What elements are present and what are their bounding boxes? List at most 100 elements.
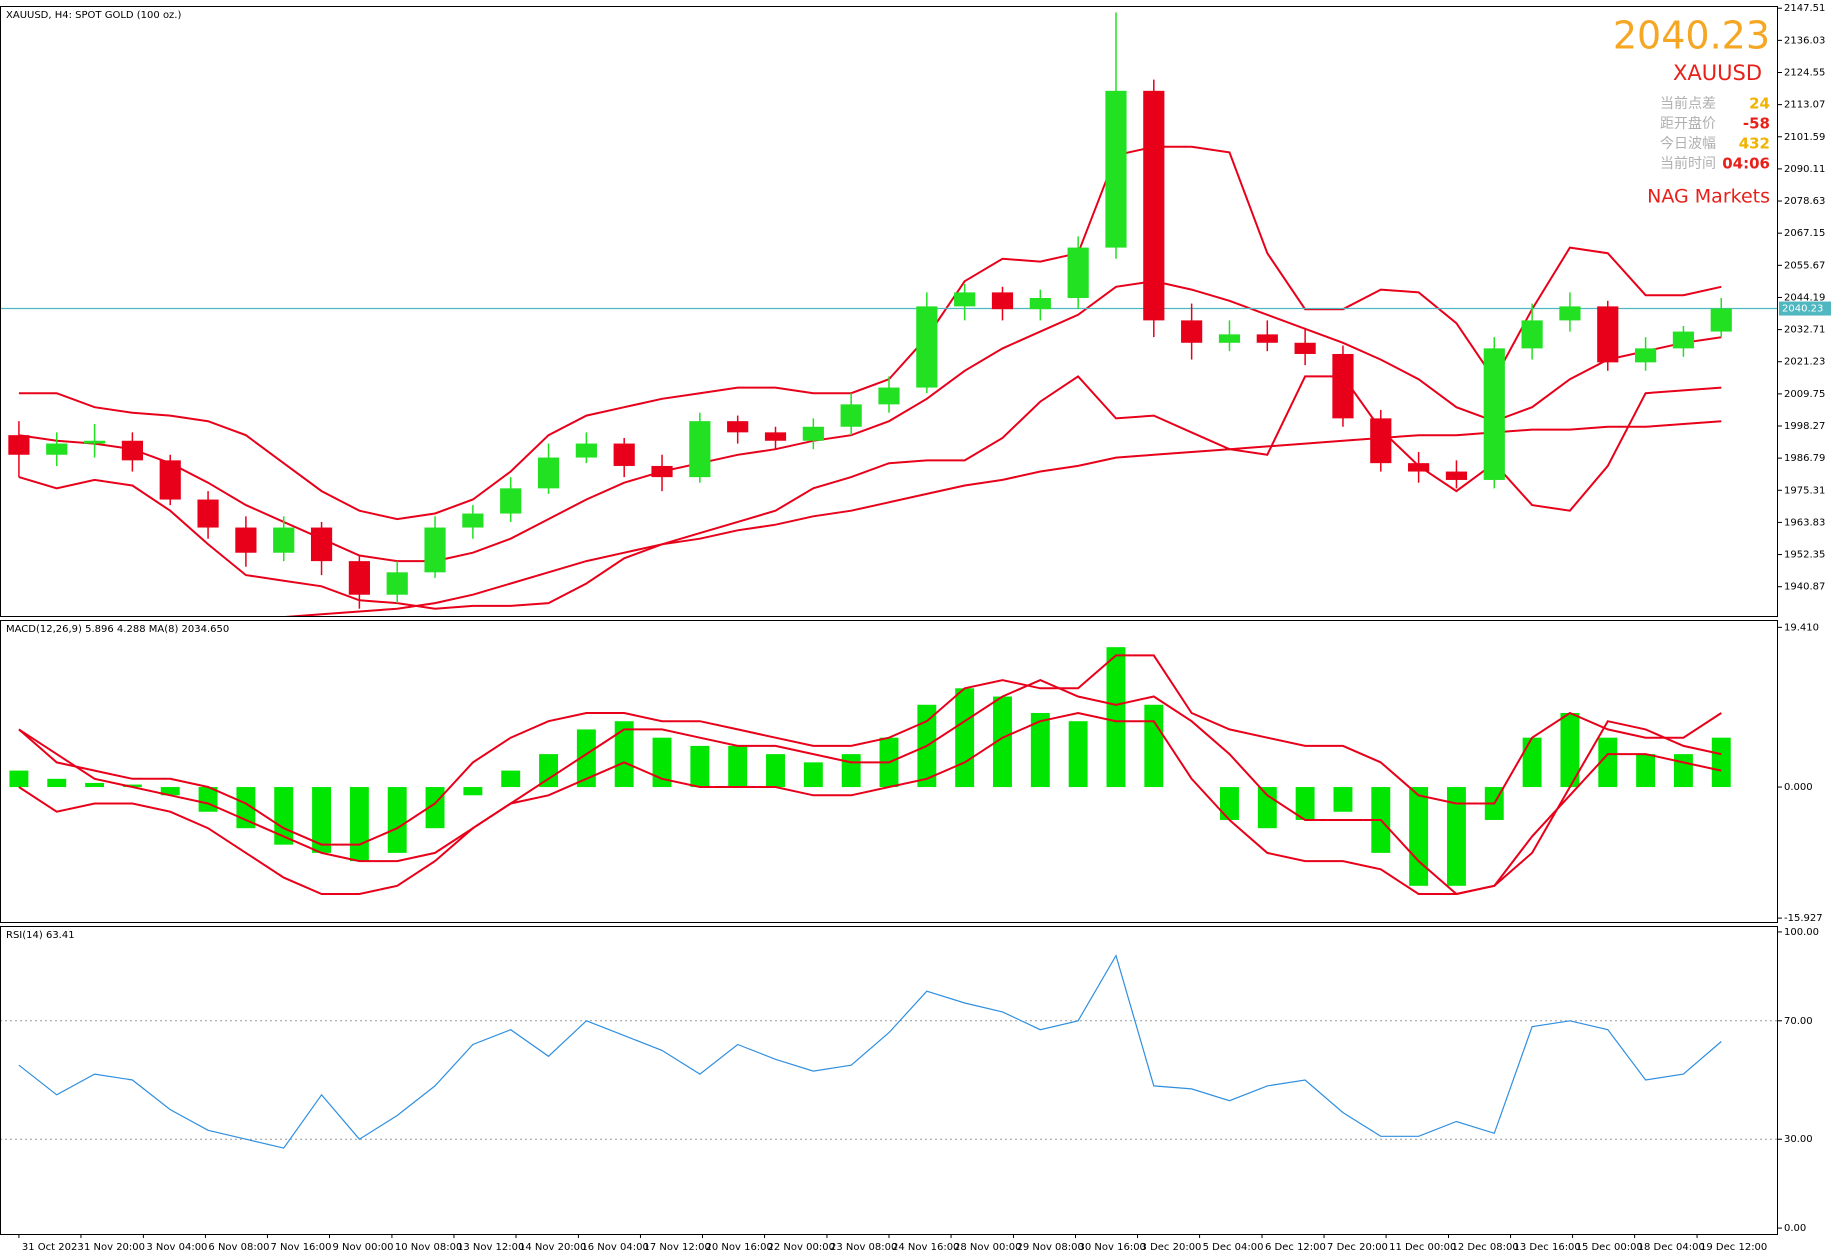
histogram-bar — [1446, 787, 1466, 886]
info-label: 今日波幅 — [1660, 136, 1716, 152]
histogram-bar — [122, 784, 142, 788]
x-tick-label: 31 Oct 2023 — [22, 1242, 84, 1253]
histogram-bar — [728, 745, 748, 788]
y-tick-label: 2136.03 — [1784, 35, 1825, 46]
candle-body — [1559, 306, 1581, 321]
y-tick-label: 2032.71 — [1784, 325, 1825, 336]
x-tick-label: 23 Nov 08:00 — [830, 1242, 897, 1253]
y-tick-label: 1963.83 — [1784, 517, 1825, 528]
candle-body — [575, 443, 597, 458]
x-tick-label: 6 Dec 12:00 — [1265, 1242, 1326, 1253]
histogram-bar — [1068, 721, 1088, 788]
candle-body — [1635, 348, 1657, 363]
histogram-bar — [1257, 787, 1277, 829]
histogram-bar — [1673, 754, 1693, 788]
histogram-bar — [652, 737, 672, 788]
histogram-bar — [1106, 647, 1126, 788]
price-tag — [1779, 301, 1831, 316]
histogram-bar — [1333, 787, 1353, 812]
price-big: 2040.23 — [1613, 14, 1770, 58]
histogram-bar — [9, 770, 29, 788]
x-tick-label: 7 Dec 20:00 — [1327, 1242, 1388, 1253]
x-tick-label: 28 Nov 00:00 — [954, 1242, 1021, 1253]
y-tick-label: 2101.59 — [1784, 132, 1825, 143]
panel-frame — [0, 620, 1778, 923]
info-value: 24 — [1749, 95, 1770, 113]
y-tick-label: 2055.67 — [1784, 260, 1825, 271]
histogram-bar — [576, 729, 596, 788]
histogram-bar — [312, 787, 332, 853]
candle-body — [1218, 334, 1241, 343]
histogram-bar — [1522, 737, 1542, 788]
candle-body — [8, 435, 30, 455]
y-tick-label: 100.00 — [1784, 927, 1819, 938]
candle-body — [197, 499, 219, 528]
panel-frame — [0, 926, 1778, 1235]
histogram-bar — [690, 745, 710, 788]
candle-body — [386, 572, 408, 595]
candle-body — [991, 292, 1014, 310]
candle-body — [424, 527, 446, 573]
candle-body — [1105, 90, 1127, 248]
histogram-bar — [614, 721, 634, 788]
candle-body — [1445, 471, 1468, 480]
symbol: XAUUSD — [1673, 61, 1762, 85]
candle-body — [1408, 463, 1430, 472]
histogram-bar — [539, 754, 558, 788]
x-tick-label: 14 Nov 20:00 — [519, 1242, 586, 1253]
candle-body — [840, 404, 862, 427]
info-overlay: 2040.23 XAUUSD NAG Markets 当前点差 24 距开盘价 -58… — [1613, 14, 1770, 208]
panel-frame — [0, 6, 1778, 617]
x-tick-label: 3 Dec 20:00 — [1141, 1242, 1202, 1253]
info-value: 432 — [1739, 135, 1770, 153]
y-tick-label: 2009.75 — [1784, 389, 1825, 400]
y-tick-label: 0.000 — [1784, 782, 1813, 793]
histogram-bar — [1409, 787, 1429, 886]
candle-body — [764, 432, 787, 441]
histogram-bar — [47, 778, 67, 788]
candle-body — [273, 527, 295, 553]
y-tick-label: 0.00 — [1784, 1223, 1806, 1234]
candle-body — [1067, 247, 1089, 298]
indicator-line — [18, 280, 1722, 563]
histogram-bar — [501, 770, 521, 788]
histogram-bar — [387, 787, 407, 853]
y-tick-label: 30.00 — [1784, 1134, 1813, 1145]
info-label: 当前点差 — [1660, 95, 1716, 112]
indicator-line — [18, 145, 1722, 521]
info-label: 距开盘价 — [1660, 115, 1716, 132]
x-tick-label: 18 Dec 04:00 — [1638, 1242, 1705, 1253]
candle-body — [689, 421, 711, 478]
candle-body — [348, 561, 370, 595]
x-tick-label: 5 Dec 04:00 — [1203, 1242, 1264, 1253]
indicator-line — [18, 654, 1722, 846]
y-tick-label: 2090.11 — [1784, 164, 1825, 175]
candle-body — [537, 457, 560, 489]
histogram-bar — [1560, 712, 1580, 788]
panel-title: XAUUSD, H4: SPOT GOLD (100 oz.) — [6, 10, 181, 21]
candle-body — [1256, 334, 1278, 343]
x-tick-label: 1 Nov 20:00 — [84, 1242, 145, 1253]
histogram-bar — [1144, 704, 1164, 788]
panel-title: RSI(14) 63.41 — [6, 930, 75, 941]
x-tick-label: 16 Nov 04:00 — [581, 1242, 648, 1253]
y-tick-label: -15.927 — [1784, 913, 1823, 924]
candle-body — [916, 306, 938, 388]
candle-body — [727, 421, 749, 433]
candle-body — [46, 443, 68, 455]
histogram-bar — [1711, 737, 1731, 788]
candle-body — [235, 527, 257, 553]
panel — [0, 12, 1778, 616]
y-tick-label: 1975.31 — [1784, 485, 1825, 496]
y-tick-label: 70.00 — [1784, 1016, 1813, 1027]
candle-body — [500, 488, 522, 514]
candle-body — [1483, 348, 1505, 480]
histogram-bar — [160, 787, 180, 796]
candle-body — [310, 527, 333, 562]
x-tick-label: 11 Dec 00:00 — [1389, 1242, 1456, 1253]
candle-body — [83, 440, 106, 444]
x-tick-label: 13 Nov 12:00 — [457, 1242, 524, 1253]
y-tick-label: 1952.35 — [1784, 550, 1825, 561]
